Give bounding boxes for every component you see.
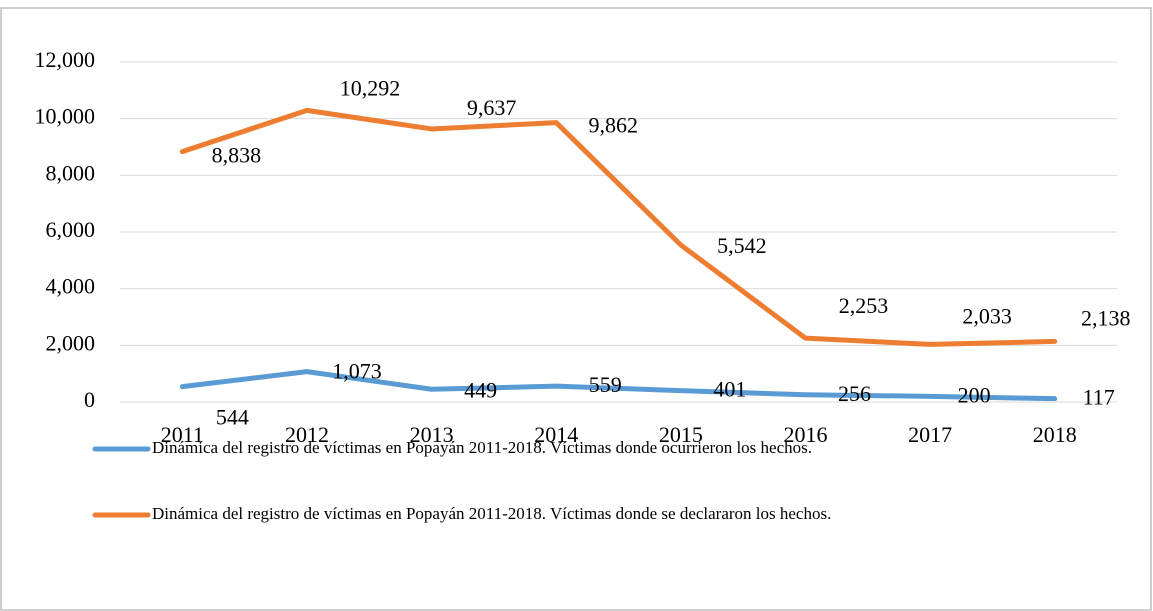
data-label: 5,542 — [717, 233, 767, 258]
y-tick-label: 8,000 — [46, 160, 96, 185]
legend-label: Dinámica del registro de víctimas en Pop… — [152, 438, 812, 457]
data-label: 256 — [838, 381, 871, 406]
data-label: 2,253 — [839, 293, 889, 318]
x-tick-label: 2016 — [783, 422, 827, 447]
x-tick-label: 2017 — [908, 422, 952, 447]
data-label: 2,033 — [962, 303, 1012, 328]
data-label: 449 — [464, 377, 497, 402]
chart-frame — [0, 7, 1152, 611]
series-line — [179, 107, 1058, 347]
y-tick-label: 4,000 — [46, 274, 96, 299]
y-tick-label: 0 — [84, 387, 95, 412]
x-tick-label: 2013 — [410, 422, 454, 447]
data-label: 401 — [713, 377, 746, 402]
y-tick-label: 12,000 — [35, 47, 96, 72]
y-tick-label: 2,000 — [46, 330, 96, 355]
y-tick-label: 6,000 — [46, 217, 96, 242]
y-tick-label: 10,000 — [35, 104, 96, 129]
data-label: 8,838 — [212, 143, 262, 168]
data-label: 200 — [958, 382, 991, 407]
x-tick-label: 2015 — [659, 422, 703, 447]
series-line — [179, 369, 1058, 402]
x-tick-label: 2011 — [161, 422, 204, 447]
x-tick-label: 2014 — [534, 422, 578, 447]
data-label: 2,138 — [1081, 305, 1131, 330]
data-label: 9,637 — [467, 95, 517, 120]
legend-label: Dinámica del registro de víctimas en Pop… — [152, 504, 831, 523]
data-label: 9,862 — [588, 113, 638, 138]
data-label: 117 — [1083, 385, 1115, 410]
data-label: 559 — [589, 372, 622, 397]
data-label: 1,073 — [332, 359, 382, 384]
x-tick-label: 2012 — [285, 422, 329, 447]
x-tick-label: 2018 — [1033, 422, 1077, 447]
data-label: 544 — [216, 405, 249, 430]
data-label: 10,292 — [340, 75, 401, 100]
